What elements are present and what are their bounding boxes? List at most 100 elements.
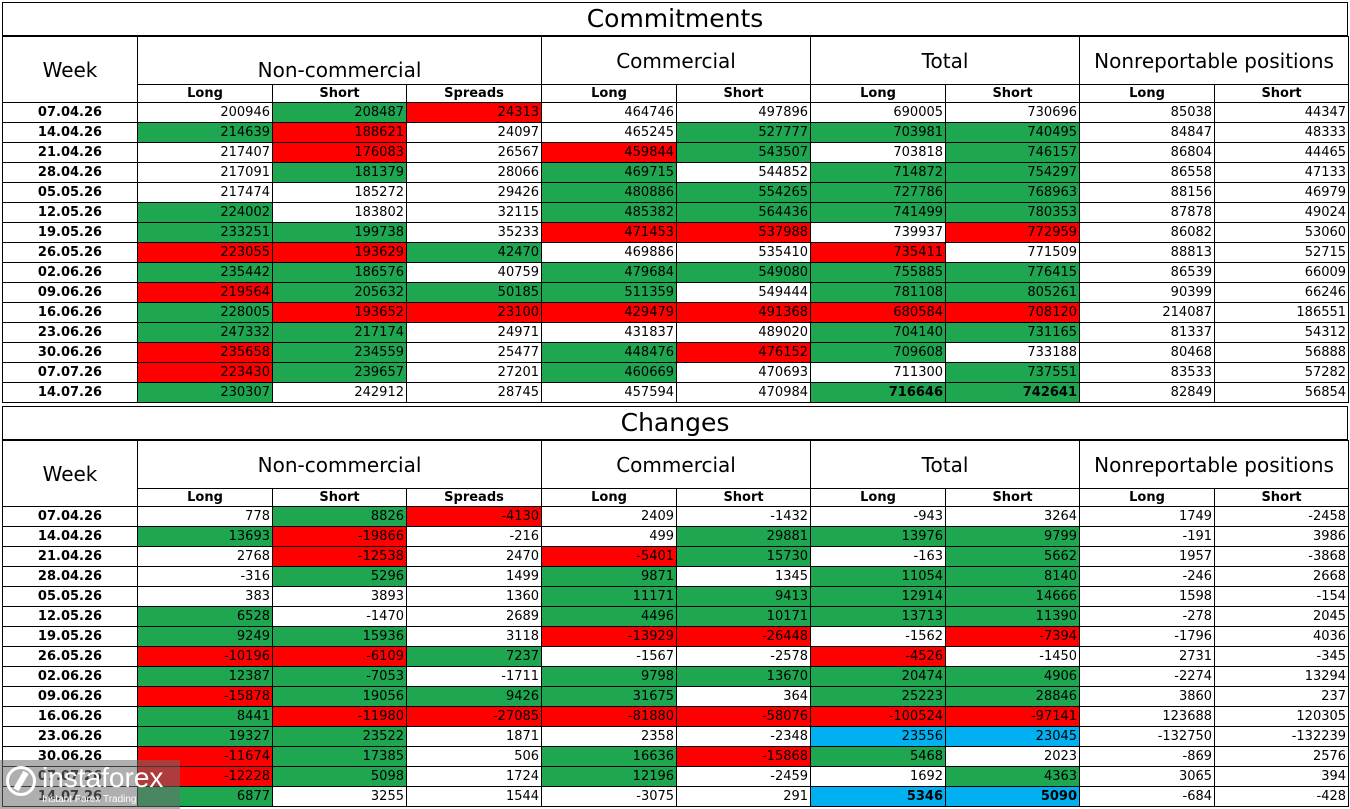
week-cell: 16.06.26 <box>2 706 138 727</box>
value-cell: 52715 <box>1214 242 1350 263</box>
value-cell: -58076 <box>676 706 812 727</box>
value-cell: 448476 <box>541 342 678 363</box>
commitments-section: Commitments Week Non-commercial Commerci… <box>2 2 1350 403</box>
value-cell: 1499 <box>405 566 543 587</box>
value-cell: -27085 <box>405 706 543 727</box>
table-row: 23.06.26 19327 23522 1871 2358 -2348 23556 2304… <box>2 726 1350 747</box>
table-row: 21.04.26 217407 176083 26567 459844 543507 703… <box>2 142 1350 163</box>
value-cell: 12196 <box>541 766 678 787</box>
value-cell: -132750 <box>1079 726 1216 747</box>
value-cell: 469886 <box>541 242 678 263</box>
week-cell: 14.07.26 <box>2 382 138 403</box>
instaforex-logo-icon <box>6 766 36 796</box>
value-cell: -278 <box>1079 606 1216 627</box>
value-cell: -1711 <box>405 666 543 687</box>
value-cell: 233251 <box>137 222 273 243</box>
value-cell: 2045 <box>1214 606 1350 627</box>
table-row: 26.05.26 223055 193629 42470 469886 535410 735… <box>2 242 1350 263</box>
value-cell: 15936 <box>272 626 407 647</box>
sub-header: Spreads <box>405 488 543 507</box>
week-header: Week <box>2 440 138 507</box>
value-cell: 2358 <box>541 726 678 747</box>
week-cell: 23.06.26 <box>2 726 138 747</box>
value-cell: 476152 <box>676 342 812 363</box>
value-cell: 714872 <box>810 162 947 183</box>
value-cell: 56888 <box>1214 342 1350 363</box>
value-cell: 8140 <box>945 566 1081 587</box>
value-cell: 46979 <box>1214 182 1350 203</box>
value-cell: 5098 <box>272 766 407 787</box>
value-cell: 56854 <box>1214 382 1350 403</box>
value-cell: 217174 <box>272 322 407 343</box>
value-cell: 183802 <box>272 202 407 223</box>
value-cell: 742641 <box>945 382 1081 403</box>
value-cell: 205632 <box>272 282 407 303</box>
value-cell: 208487 <box>272 102 407 123</box>
value-cell: 740495 <box>945 122 1081 143</box>
value-cell: -345 <box>1214 646 1350 667</box>
value-cell: 12387 <box>137 666 273 687</box>
value-cell: 19056 <box>272 686 407 707</box>
value-cell: 82849 <box>1079 382 1216 403</box>
value-cell: 16636 <box>541 746 678 767</box>
value-cell: 735411 <box>810 242 947 263</box>
value-cell: -191 <box>1079 526 1216 547</box>
value-cell: 28066 <box>405 162 543 183</box>
value-cell: 383 <box>137 586 273 607</box>
value-cell: 50185 <box>405 282 543 303</box>
value-cell: 4496 <box>541 606 678 627</box>
value-cell: 3264 <box>945 506 1081 527</box>
table-row: 07.07.26 223430 239657 27201 460669 470693 711… <box>2 362 1350 383</box>
value-cell: 13976 <box>810 526 947 547</box>
value-cell: 730696 <box>945 102 1081 123</box>
value-cell: 9426 <box>405 686 543 707</box>
value-cell: 188621 <box>272 122 407 143</box>
value-cell: 86558 <box>1079 162 1216 183</box>
value-cell: 805261 <box>945 282 1081 303</box>
value-cell: 1749 <box>1079 506 1216 527</box>
value-cell: 394 <box>1214 766 1350 787</box>
value-cell: 29881 <box>676 526 812 547</box>
value-cell: 5468 <box>810 746 947 767</box>
value-cell: 4363 <box>945 766 1081 787</box>
value-cell: 1345 <box>676 566 812 587</box>
value-cell: 5296 <box>272 566 407 587</box>
value-cell: 431837 <box>541 322 678 343</box>
value-cell: 217091 <box>137 162 273 183</box>
value-cell: -154 <box>1214 586 1350 607</box>
week-cell: 05.05.26 <box>2 586 138 607</box>
value-cell: 429479 <box>541 302 678 323</box>
noncommercial-header: Non-commercial <box>136 440 543 489</box>
value-cell: 87878 <box>1079 202 1216 223</box>
week-cell: 09.06.26 <box>2 282 138 303</box>
value-cell: 223430 <box>137 362 273 383</box>
value-cell: 485382 <box>541 202 678 223</box>
table-row: 07.04.26 200946 208487 24313 464746 497896 690… <box>2 102 1350 123</box>
value-cell: 224002 <box>137 202 273 223</box>
value-cell: 47133 <box>1214 162 1350 183</box>
value-cell: 3255 <box>272 786 407 807</box>
value-cell: 716646 <box>810 382 947 403</box>
value-cell: 771509 <box>945 242 1081 263</box>
value-cell: 13693 <box>137 526 273 547</box>
value-cell: -12538 <box>272 546 407 567</box>
week-cell: 02.06.26 <box>2 262 138 283</box>
value-cell: -246 <box>1079 566 1216 587</box>
value-cell: 511359 <box>541 282 678 303</box>
week-cell: 07.04.26 <box>2 506 138 527</box>
value-cell: 12914 <box>810 586 947 607</box>
value-cell: 49024 <box>1214 202 1350 223</box>
value-cell: 217474 <box>137 182 273 203</box>
instaforex-logo: instaforex Instant Forex Trading <box>0 760 180 809</box>
value-cell: 90399 <box>1079 282 1216 303</box>
value-cell: 703818 <box>810 142 947 163</box>
table-row: 12.05.26 224002 183802 32115 485382 564436 741… <box>2 202 1350 223</box>
sub-header: Long <box>541 488 678 507</box>
value-cell: 776415 <box>945 262 1081 283</box>
value-cell: -428 <box>1214 786 1350 807</box>
value-cell: 223055 <box>137 242 273 263</box>
changes-body: 07.04.26 778 8826 -4130 2409 -1432 -943 3264 174… <box>2 506 1350 807</box>
value-cell: 464746 <box>541 102 678 123</box>
value-cell: 35233 <box>405 222 543 243</box>
value-cell: 219564 <box>137 282 273 303</box>
